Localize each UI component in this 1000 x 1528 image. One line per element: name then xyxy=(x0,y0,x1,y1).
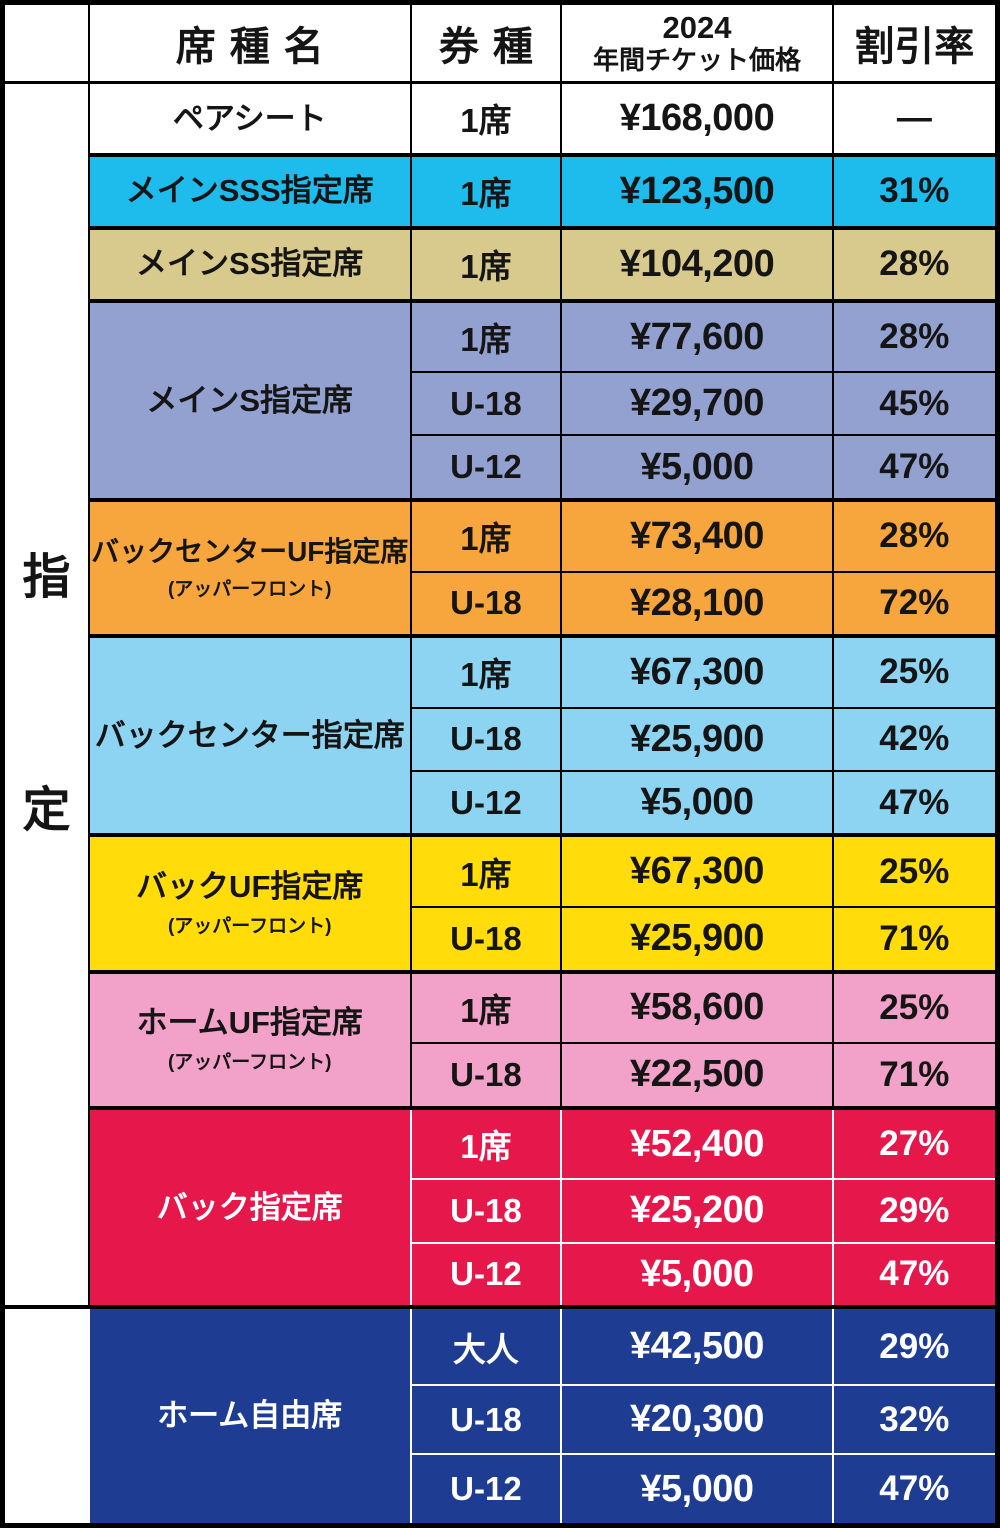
discount-cell: 47% xyxy=(831,1453,999,1527)
discount-cell: 29% xyxy=(831,1305,999,1387)
row-main-s-3: U-12 ¥5,000 47% xyxy=(2,434,999,502)
row-main-s-1: メインS指定席 1席 ¥77,600 28% xyxy=(2,298,999,502)
ticket-type-cell: U-12 xyxy=(409,769,563,837)
row-main-s-2: U-18 ¥29,700 45% xyxy=(2,371,999,437)
price-cell: ¥25,900 xyxy=(560,906,834,973)
ticket-type-cell: 1席 xyxy=(409,498,563,573)
ticket-type-cell: U-18 xyxy=(409,570,563,638)
ticket-type-cell: 1席 xyxy=(409,833,563,909)
ticket-type-cell: 1席 xyxy=(409,225,563,302)
discount-cell: 32% xyxy=(831,1384,999,1456)
discount-cell: 47% xyxy=(831,1241,999,1309)
ticket-type-cell: 1席 xyxy=(409,152,563,229)
price-cell: ¥42,500 xyxy=(560,1305,834,1387)
row-home-free-1: 自 由 ホーム自由席 大人 ¥42,500 29% xyxy=(1,1305,999,1527)
ticket-type-cell: U-12 xyxy=(409,1453,563,1527)
section-label-free: 自 由 xyxy=(1,1305,90,1527)
row-main-ss: メインSS指定席 1席 ¥104,200 28% xyxy=(2,225,999,302)
price-cell: ¥5,000 xyxy=(560,1241,834,1309)
row-pair-seat: 指 定 ペアシート 1席 ¥168,000 — xyxy=(1,81,999,1309)
ticket-type-cell: U-18 xyxy=(409,1178,563,1244)
section-label-designated: 指 定 xyxy=(1,81,90,1309)
row-back-uf-2: U-18 ¥25,900 71% xyxy=(2,906,999,973)
ticket-type-cell: U-18 xyxy=(409,1042,563,1109)
price-cell: ¥29,700 xyxy=(560,371,834,437)
discount-cell: 42% xyxy=(831,706,999,772)
ticket-type-cell: 大人 xyxy=(409,1305,563,1387)
price-cell: ¥104,200 xyxy=(560,225,834,302)
discount-cell: 25% xyxy=(831,634,999,709)
discount-cell: — xyxy=(831,81,999,156)
price-cell: ¥67,300 xyxy=(560,634,834,709)
price-cell: ¥22,500 xyxy=(560,1042,834,1109)
price-cell: ¥25,900 xyxy=(560,706,834,772)
seat-name-header: 席種名 xyxy=(87,1,412,84)
discount-cell: 71% xyxy=(831,1042,999,1109)
row-home-uf-1: ホームUF指定席 (アッパーフロント) 1席 ¥58,600 25% xyxy=(2,969,999,1109)
discount-cell: 28% xyxy=(831,298,999,374)
price-cell: ¥25,200 xyxy=(560,1178,834,1244)
discount-cell: 31% xyxy=(831,152,999,229)
seat-group-name: メインS指定席 xyxy=(87,298,412,502)
discount-cell: 71% xyxy=(831,906,999,973)
discount-cell: 45% xyxy=(831,371,999,437)
price-cell: ¥58,600 xyxy=(560,969,834,1045)
seat-group-name: メインSS指定席 xyxy=(87,225,412,302)
seat-group-name: メインSSS指定席 xyxy=(87,152,412,229)
ticket-type-cell: 1席 xyxy=(409,81,563,156)
discount-cell: 47% xyxy=(831,769,999,837)
price-cell: ¥67,300 xyxy=(560,833,834,909)
price-cell: ¥5,000 xyxy=(560,434,834,502)
row-back-3: U-12 ¥5,000 47% xyxy=(2,1241,999,1309)
row-back-center-uf-1: バックセンターUF指定席 (アッパーフロント) 1席 ¥73,400 28% xyxy=(2,498,999,638)
discount-cell: 28% xyxy=(831,225,999,302)
price-cell: ¥168,000 xyxy=(560,81,834,156)
price-header-label: 年間チケット価格 xyxy=(592,44,801,75)
seat-group-name: バックセンターUF指定席 (アッパーフロント) xyxy=(87,498,412,638)
seat-group-name: バックセンター指定席 xyxy=(87,634,412,837)
discount-cell: 72% xyxy=(831,570,999,638)
discount-cell: 47% xyxy=(831,434,999,502)
ticket-type-cell: U-18 xyxy=(409,706,563,772)
ticket-type-cell: 1席 xyxy=(409,1105,563,1181)
price-header-year: 2024 xyxy=(662,10,732,46)
row-back-center-1: バックセンター指定席 1席 ¥67,300 25% xyxy=(2,634,999,837)
ticket-type-cell: U-18 xyxy=(409,371,563,437)
seat-group-name: ホームUF指定席 (アッパーフロント) xyxy=(87,969,412,1109)
seat-group-name: バックUF指定席 (アッパーフロント) xyxy=(87,833,412,973)
ticket-type-header: 券種 xyxy=(409,1,563,84)
row-back-1: バック指定席 1席 ¥52,400 27% xyxy=(2,1105,999,1309)
price-cell: ¥20,300 xyxy=(560,1384,834,1456)
discount-header: 割引率 xyxy=(831,1,999,84)
ticket-type-cell: 1席 xyxy=(409,634,563,709)
discount-cell: 29% xyxy=(831,1178,999,1244)
header-row: 席種名 券種 2024 年間チケット価格 割引率 xyxy=(1,1,999,84)
seat-group-name: ペアシート xyxy=(87,81,412,156)
price-cell: ¥123,500 xyxy=(560,152,834,229)
price-cell: ¥28,100 xyxy=(560,570,834,638)
discount-cell: 25% xyxy=(831,969,999,1045)
ticket-type-cell: U-12 xyxy=(409,434,563,502)
price-cell: ¥52,400 xyxy=(560,1105,834,1181)
discount-cell: 25% xyxy=(831,833,999,909)
corner-cell xyxy=(1,1,90,84)
row-main-sss: メインSSS指定席 1席 ¥123,500 31% xyxy=(2,152,999,229)
seat-group-name: ホーム自由席 xyxy=(87,1305,412,1527)
seat-group-name: バック指定席 xyxy=(87,1105,412,1309)
row-back-uf-1: バックUF指定席 (アッパーフロント) 1席 ¥67,300 25% xyxy=(2,833,999,973)
ticket-type-cell: U-18 xyxy=(409,906,563,973)
ticket-type-cell: 1席 xyxy=(409,298,563,374)
row-back-center-2: U-18 ¥25,900 42% xyxy=(2,706,999,772)
ticket-type-cell: U-18 xyxy=(409,1384,563,1456)
ticket-type-cell: 1席 xyxy=(409,969,563,1045)
price-cell: ¥77,600 xyxy=(560,298,834,374)
discount-cell: 27% xyxy=(831,1105,999,1181)
price-cell: ¥73,400 xyxy=(560,498,834,573)
discount-cell: 28% xyxy=(831,498,999,573)
price-header: 2024 年間チケット価格 xyxy=(560,1,834,84)
price-cell: ¥5,000 xyxy=(560,1453,834,1527)
ticket-type-cell: U-12 xyxy=(409,1241,563,1309)
price-cell: ¥5,000 xyxy=(560,769,834,837)
